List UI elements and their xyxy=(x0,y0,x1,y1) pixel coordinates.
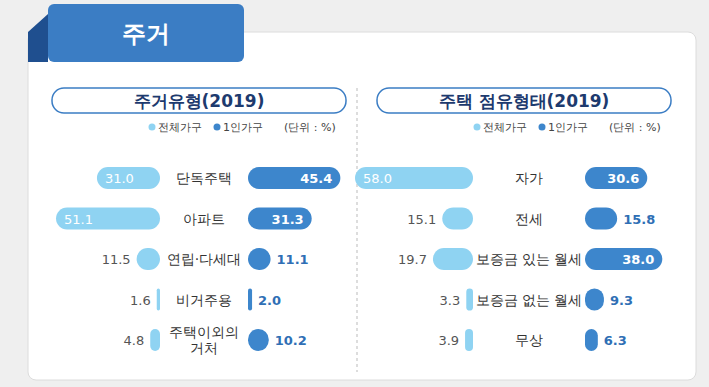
chart: 주거유형(2019) 전체가구 1인가구 (단위 : %) 단독주택아파트연립·다세대비… xyxy=(52,88,346,356)
data-label: 10.2 xyxy=(275,333,307,348)
data-label: 4.8 xyxy=(124,333,145,348)
data-label: 1.6 xyxy=(130,293,151,308)
chart-title: 주택 점유형태(2019) xyxy=(439,91,610,111)
chart: 주택 점유형태(2019) 전체가구 1인가구 (단위 : %) 자가전세보증금 있는 … xyxy=(355,88,671,351)
data-label: 45.4 xyxy=(300,171,332,186)
data-label: 9.3 xyxy=(610,293,633,308)
category-label: 아파트 xyxy=(183,211,225,227)
bar xyxy=(248,248,271,270)
title-frame xyxy=(52,88,346,113)
bar xyxy=(248,167,340,189)
category-label: 보증금 있는 월세 xyxy=(476,251,583,267)
data-label: 51.1 xyxy=(64,212,93,227)
legend-label: 1인가구 xyxy=(548,121,588,134)
bar xyxy=(157,289,160,311)
category-label: 자가 xyxy=(515,170,543,186)
legend-marker xyxy=(539,124,546,131)
bar xyxy=(433,248,473,270)
data-label: 30.6 xyxy=(607,171,639,186)
category-label: 비거주용 xyxy=(176,292,232,308)
bar xyxy=(150,329,160,351)
bar xyxy=(585,208,617,230)
chart-subtitle: (단위 : %) xyxy=(284,121,336,134)
data-label: 3.3 xyxy=(440,293,461,308)
legend-marker xyxy=(149,124,156,131)
bar xyxy=(585,248,662,270)
bar xyxy=(248,329,269,351)
category-label: 주택이외의거처 xyxy=(169,324,239,356)
data-label: 19.7 xyxy=(398,252,427,267)
legend-label: 전체가구 xyxy=(483,121,527,134)
bar xyxy=(248,208,312,230)
tab-fold xyxy=(28,14,48,62)
divider xyxy=(357,88,358,372)
category-label: 연립·다세대 xyxy=(167,251,241,267)
bar xyxy=(442,208,473,230)
bar xyxy=(465,329,473,351)
data-label: 15.1 xyxy=(407,212,436,227)
legend-label: 전체가구 xyxy=(158,121,202,134)
bars xyxy=(355,167,662,351)
legend-marker xyxy=(474,124,481,131)
bar xyxy=(585,167,647,189)
category-label: 전세 xyxy=(515,211,543,227)
tab xyxy=(48,4,244,62)
bar xyxy=(466,289,473,311)
data-label: 6.3 xyxy=(604,333,627,348)
bar xyxy=(585,329,598,351)
data-label: 31.0 xyxy=(105,171,134,186)
data-label: 3.9 xyxy=(438,333,459,348)
data-label: 15.8 xyxy=(623,212,655,227)
header-title: 주거 xyxy=(122,20,170,48)
bars xyxy=(56,167,340,351)
bar xyxy=(56,208,160,230)
data-labels: 31.0 51.1 11.5 1.6 4.8 45.4 31.3 11.1 2.0 10.2 xyxy=(64,171,332,348)
data-label: 58.0 xyxy=(363,171,392,186)
bar xyxy=(355,167,473,189)
title-frame xyxy=(377,88,671,113)
data-label: 2.0 xyxy=(258,293,281,308)
category-label: 무상 xyxy=(515,332,543,348)
bar xyxy=(585,289,604,311)
bar xyxy=(97,167,160,189)
category-label: 보증금 없는 월세 xyxy=(476,292,583,308)
legend-label: 1인가구 xyxy=(223,121,263,134)
category-label: 단독주택 xyxy=(176,170,232,186)
chart-subtitle: (단위 : %) xyxy=(609,121,661,134)
panel xyxy=(28,32,696,380)
background xyxy=(0,0,709,387)
data-label: 11.1 xyxy=(277,252,309,267)
chart-title: 주거유형(2019) xyxy=(134,91,265,111)
bar xyxy=(248,289,252,311)
data-label: 31.3 xyxy=(272,212,304,227)
legend-marker xyxy=(214,124,221,131)
data-labels: 58.0 15.1 19.7 3.3 3.9 30.6 15.8 38.0 9.3 6.3 xyxy=(363,171,655,348)
bar xyxy=(137,248,160,270)
data-label: 38.0 xyxy=(622,252,654,267)
data-label: 11.5 xyxy=(102,252,131,267)
